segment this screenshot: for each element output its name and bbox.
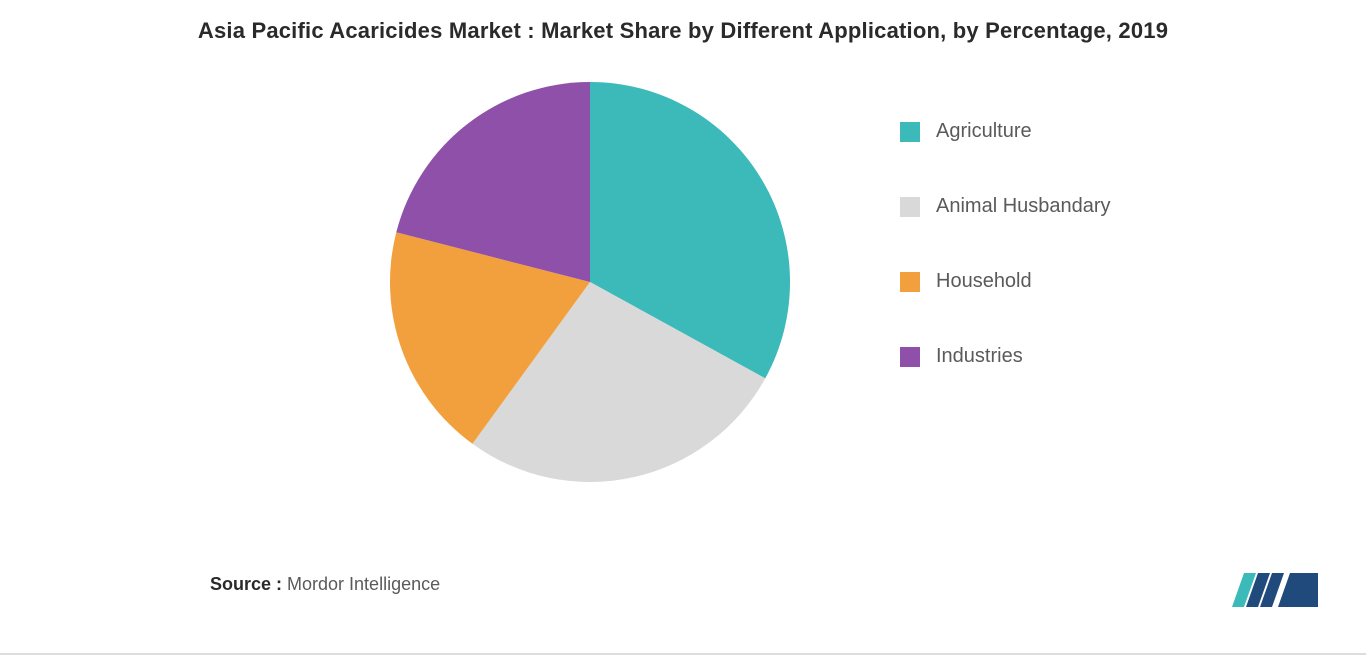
- legend-item-industries: Industries: [900, 345, 1111, 368]
- legend-label: Animal Husbandary: [936, 195, 1111, 218]
- mordor-logo: [1230, 565, 1320, 615]
- pie-svg: [380, 72, 800, 492]
- pie-chart: [380, 72, 800, 492]
- legend-item-household: Household: [900, 270, 1111, 293]
- source-label: Source :: [210, 574, 282, 594]
- legend-item-agriculture: Agriculture: [900, 120, 1111, 143]
- legend-swatch: [900, 347, 920, 367]
- legend-swatch: [900, 197, 920, 217]
- logo-shape: [1278, 573, 1318, 607]
- logo-svg: [1230, 565, 1320, 615]
- legend-swatch: [900, 272, 920, 292]
- source-line: Source : Mordor Intelligence: [210, 574, 440, 595]
- chart-title: Asia Pacific Acaricides Market : Market …: [0, 18, 1366, 44]
- legend: Agriculture Animal Husbandary Household …: [900, 120, 1111, 368]
- legend-item-animal-husbandary: Animal Husbandary: [900, 195, 1111, 218]
- legend-swatch: [900, 122, 920, 142]
- legend-label: Industries: [936, 345, 1023, 368]
- legend-label: Agriculture: [936, 120, 1032, 143]
- source-value: Mordor Intelligence: [282, 574, 440, 594]
- legend-label: Household: [936, 270, 1032, 293]
